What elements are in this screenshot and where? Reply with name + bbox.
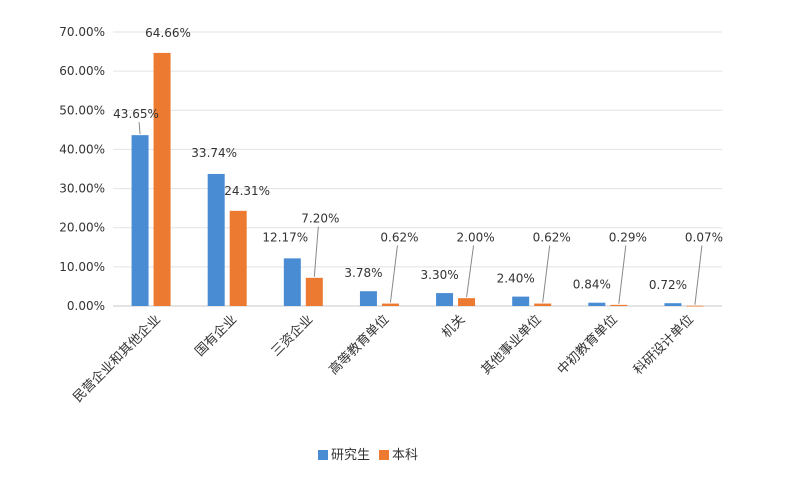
y-axis: 0.00% 10.00% 20.00% 30.00% 40.00% 50.00% 60.00… xyxy=(59,25,105,313)
bar-graduate xyxy=(664,303,682,306)
data-label-graduate: 0.72% xyxy=(649,278,687,292)
bars xyxy=(131,52,704,307)
bar-undergraduate xyxy=(305,277,323,306)
legend-label: 本科 xyxy=(392,448,418,463)
bar-undergraduate xyxy=(686,305,704,307)
data-label-undergraduate: 0.62% xyxy=(533,230,571,244)
bar-undergraduate xyxy=(610,304,628,306)
leader-line xyxy=(542,245,551,303)
data-label-graduate: 0.84% xyxy=(573,278,611,292)
y-tick-label: 40.00% xyxy=(59,142,105,156)
data-labels: 43.65% 64.66% 33.74% 24.31% 12.17% 7.20% 3.78%… xyxy=(113,26,723,305)
data-label-undergraduate: 0.62% xyxy=(380,230,418,244)
bar-undergraduate xyxy=(229,210,247,306)
bar-graduate xyxy=(283,258,301,306)
legend: 研究生 本科 xyxy=(318,448,418,463)
bar-graduate xyxy=(207,173,225,306)
bar-graduate xyxy=(588,302,606,306)
x-axis: 民营企业和其他企业 国有企业 三资企业 高等教育单位 机关 其他事业单位 中初教育单位 科研设… xyxy=(70,312,697,406)
x-tick-label: 其他事业单位 xyxy=(479,312,545,378)
data-label-undergraduate: 0.29% xyxy=(609,230,647,244)
legend-label: 研究生 xyxy=(331,448,370,463)
data-label-graduate: 3.30% xyxy=(421,268,459,282)
x-tick-label: 机关 xyxy=(439,312,468,341)
bar-graduate xyxy=(512,296,530,306)
y-tick-label: 10.00% xyxy=(59,260,105,274)
legend-item-undergraduate: 本科 xyxy=(379,448,418,463)
x-tick-label: 三资企业 xyxy=(268,312,316,360)
bar-undergraduate xyxy=(534,303,552,306)
bar-graduate xyxy=(359,291,377,306)
data-label-graduate: 12.17% xyxy=(262,230,308,244)
leader-line xyxy=(466,245,475,298)
leader-line xyxy=(618,245,627,304)
data-label-graduate: 33.74% xyxy=(191,146,237,160)
x-tick-label: 国有企业 xyxy=(192,312,240,360)
grid-lines xyxy=(113,31,722,307)
legend-item-graduate: 研究生 xyxy=(318,448,370,463)
bar-undergraduate xyxy=(381,303,399,306)
leader-line xyxy=(138,122,141,135)
bar-undergraduate xyxy=(153,52,171,307)
x-tick-label: 民营企业和其他企业 xyxy=(70,312,164,406)
data-label-graduate: 43.65% xyxy=(113,107,159,121)
x-tick-label: 高等教育单位 xyxy=(326,312,392,378)
y-tick-label: 50.00% xyxy=(59,103,105,117)
bar-graduate xyxy=(436,293,454,306)
x-tick-label: 中初教育单位 xyxy=(554,312,620,378)
y-tick-label: 30.00% xyxy=(59,182,105,196)
data-label-graduate: 3.78% xyxy=(344,266,382,280)
data-label-graduate: 2.40% xyxy=(497,272,535,286)
y-tick-label: 0.00% xyxy=(67,299,105,313)
bar-undergraduate xyxy=(458,298,476,306)
data-label-undergraduate: 64.66% xyxy=(145,26,191,40)
data-label-undergraduate: 2.00% xyxy=(457,230,495,244)
y-tick-label: 60.00% xyxy=(59,64,105,78)
legend-swatch xyxy=(379,450,389,460)
bar-graduate xyxy=(131,135,149,306)
leader-line xyxy=(313,226,319,277)
legend-swatch xyxy=(318,450,328,460)
y-tick-label: 70.00% xyxy=(59,25,105,39)
leader-line xyxy=(389,245,398,303)
data-label-undergraduate: 7.20% xyxy=(301,212,339,226)
leader-line xyxy=(694,245,703,305)
y-tick-label: 20.00% xyxy=(59,221,105,235)
data-label-undergraduate: 0.07% xyxy=(685,230,723,244)
x-tick-label: 科研设计单位 xyxy=(631,312,697,378)
data-label-undergraduate: 24.31% xyxy=(224,184,270,198)
